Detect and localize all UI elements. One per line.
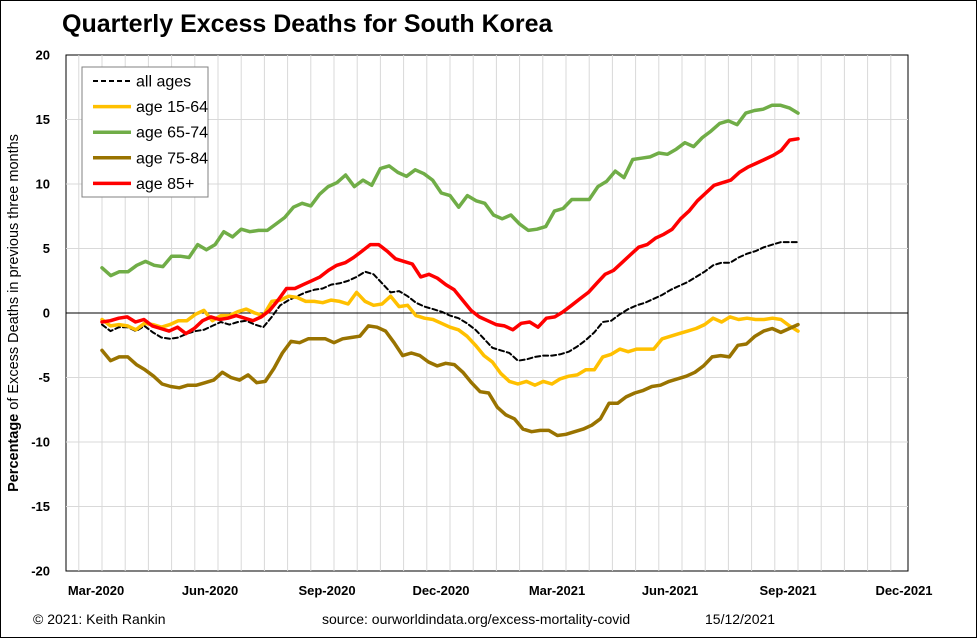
- x-tick-label: Sep-2021: [759, 583, 816, 598]
- legend-label: age 15-64: [136, 99, 208, 116]
- legend-label: age 65-74: [136, 125, 208, 142]
- y-tick-label: -15: [31, 499, 50, 514]
- x-tick-label: Mar-2020: [68, 583, 124, 598]
- footer-date: 15/12/2021: [705, 611, 775, 627]
- x-tick-label: Mar-2021: [529, 583, 585, 598]
- x-tick-label: Dec-2021: [875, 583, 932, 598]
- legend-label: age 75-84: [136, 150, 208, 167]
- y-tick-label: -20: [31, 564, 50, 579]
- legend-label: all ages: [136, 74, 191, 91]
- y-tick-label: 0: [43, 306, 50, 321]
- x-tick-label: Dec-2020: [412, 583, 469, 598]
- y-tick-label: 10: [36, 177, 50, 192]
- line-chart: 20 15 10 5 0 -5 -10 -15 -20 Mar-2020 Jun-2020 Sep-2…: [0, 0, 977, 638]
- legend-label: age 85+: [136, 176, 194, 193]
- footer-copyright: © 2021: Keith Rankin: [33, 611, 166, 627]
- footer-source: source: ourworldindata.org/excess-mortal…: [322, 611, 630, 627]
- x-tick-label: Jun-2020: [182, 583, 238, 598]
- x-tick-label: Sep-2020: [298, 583, 355, 598]
- y-tick-label: -5: [38, 370, 50, 385]
- y-tick-label: 5: [43, 241, 50, 256]
- x-tick-label: Jun-2021: [642, 583, 698, 598]
- y-tick-label: 15: [36, 112, 50, 127]
- y-tick-label: -10: [31, 435, 50, 450]
- y-tick-label: 20: [36, 48, 50, 63]
